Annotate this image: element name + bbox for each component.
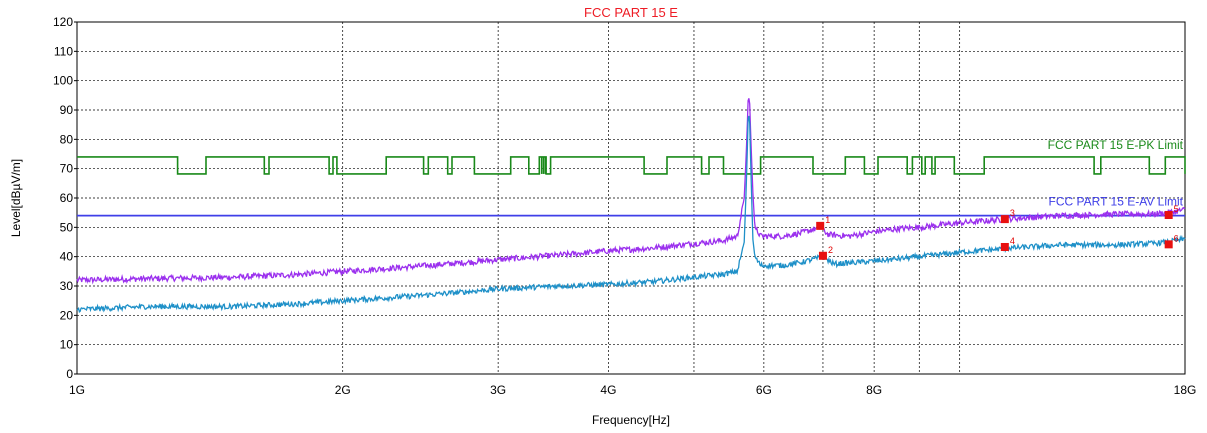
measurement-traces <box>76 98 1186 314</box>
y-tick-label: 90 <box>60 103 74 117</box>
pk-limit-line <box>77 156 1186 175</box>
y-axis-ticks: 0 10 20 30 40 50 60 70 80 90 100 110 120 <box>53 15 77 381</box>
marker-label-2: 2 <box>828 245 833 255</box>
y-tick-label: 120 <box>53 15 73 29</box>
marker-label-3: 3 <box>1010 208 1015 218</box>
y-axis-label: Level[dBµV/m] <box>9 159 23 237</box>
y-tick-label: 40 <box>60 250 74 264</box>
y-tick-label: 80 <box>60 132 74 146</box>
y-tick-label: 10 <box>60 338 74 352</box>
y-tick-label: 20 <box>60 308 74 322</box>
x-tick-label: 18G <box>1174 383 1197 397</box>
x-tick-label: 3G <box>490 383 506 397</box>
marker-6 <box>1164 240 1173 249</box>
marker-2 <box>818 251 827 260</box>
x-axis-ticks: 1G 2G 3G 4G 6G 8G 18G <box>69 383 1196 397</box>
y-tick-label: 70 <box>60 162 74 176</box>
marker-4 <box>1000 242 1009 251</box>
grid <box>77 22 1185 374</box>
x-tick-label: 8G <box>866 383 882 397</box>
marker-1 <box>816 221 825 230</box>
marker-label-5: 5 <box>1174 204 1179 214</box>
x-tick-label: 2G <box>335 383 351 397</box>
peak-trace <box>76 98 1186 285</box>
average-trace <box>76 115 1186 314</box>
x-axis-label: Frequency[Hz] <box>592 413 670 427</box>
y-tick-label: 0 <box>66 367 73 381</box>
y-tick-label: 50 <box>60 220 74 234</box>
x-tick-label: 6G <box>756 383 772 397</box>
pk-limit-label: FCC PART 15 E-PK Limit <box>1048 138 1184 152</box>
x-tick-label: 4G <box>600 383 616 397</box>
markers: 1 2 3 4 5 6 <box>816 204 1179 260</box>
y-tick-label: 110 <box>54 44 73 58</box>
marker-label-1: 1 <box>825 215 830 225</box>
limit-lines: FCC PART 15 E-PK Limit FCC PART 15 E-AV L… <box>77 138 1186 217</box>
marker-3 <box>1000 215 1009 224</box>
marker-label-6: 6 <box>1174 233 1179 243</box>
marker-5 <box>1164 211 1173 220</box>
chart-title: FCC PART 15 E <box>584 5 678 20</box>
y-tick-label: 100 <box>53 74 73 88</box>
av-limit-label: FCC PART 15 E-AV Limit <box>1049 195 1184 209</box>
y-tick-label: 60 <box>60 191 74 205</box>
y-tick-label: 30 <box>60 279 74 293</box>
marker-label-4: 4 <box>1010 236 1015 246</box>
x-tick-label: 1G <box>69 383 85 397</box>
